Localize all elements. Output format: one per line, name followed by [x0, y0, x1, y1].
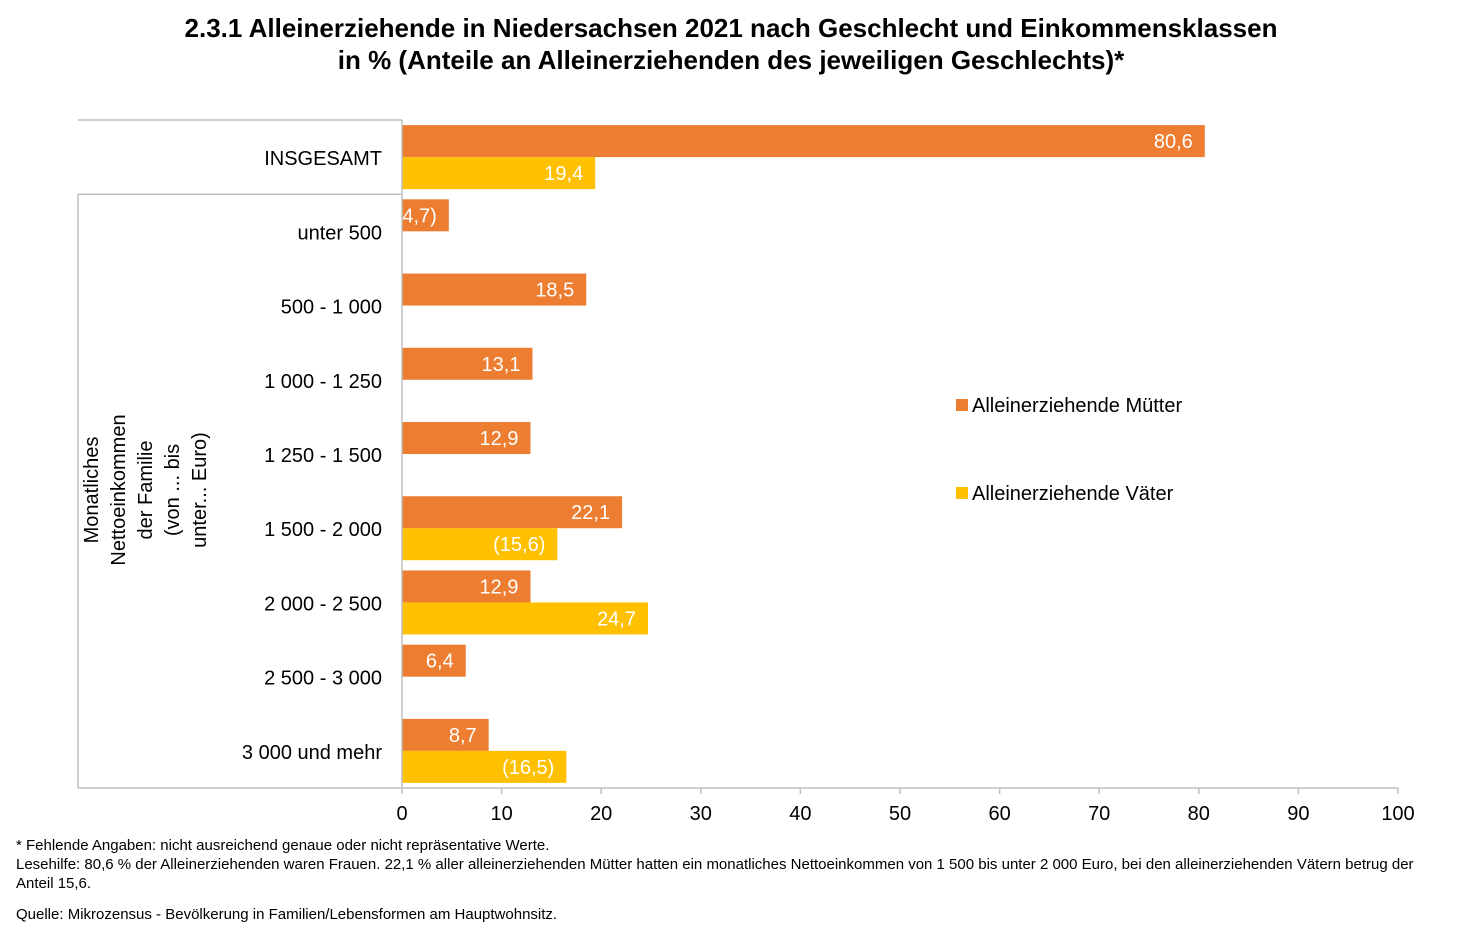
footnotes: * Fehlende Angaben: nicht ausreichend ge…: [16, 836, 1436, 924]
data-label-mothers-8: 8,7: [449, 725, 477, 747]
category-label-7: 2 500 - 3 000: [264, 668, 382, 690]
bar-fathers-6: [402, 602, 649, 635]
data-label-mothers-1: (4,7): [396, 205, 437, 227]
bar-fathers-5: [402, 528, 558, 561]
x-tick-label-60: 60: [988, 803, 1010, 825]
data-label-mothers-3: 13,1: [482, 354, 521, 376]
category-label-6: 2 000 - 2 500: [264, 593, 382, 615]
x-tick-label-90: 90: [1287, 803, 1309, 825]
category-label-8: 3 000 und mehr: [242, 742, 382, 764]
chart-title-line-1: 2.3.1 Alleinerziehende in Niedersachsen …: [184, 13, 1278, 43]
data-label-mothers-2: 18,5: [535, 280, 574, 302]
chart-title-line-2: in % (Anteile an Alleinerziehenden des j…: [337, 45, 1125, 75]
x-tick-label-50: 50: [889, 803, 911, 825]
data-label-mothers-7: 6,4: [426, 651, 454, 673]
footnote-missing-values: * Fehlende Angaben: nicht ausreichend ge…: [16, 837, 550, 854]
bar-chart: 80,6 (4,7) 18,5 13,1 12,9 22,1 12,9 6,4 8,7 19,4 (…: [77, 119, 1415, 825]
x-tick-label-0: 0: [396, 803, 407, 825]
y-group-label-line-0: Monatliches: [81, 437, 103, 544]
x-tick-label-80: 80: [1188, 803, 1210, 825]
y-group-label-line-2: der Familie: [135, 441, 157, 540]
legend-swatch-mothers: [956, 399, 968, 411]
data-label-fathers-5: (15,6): [493, 534, 545, 556]
footnote-reading-aid: Lesehilfe: 80,6 % der Alleinerziehenden …: [16, 856, 1414, 892]
category-label-2: 500 - 1 000: [281, 297, 382, 319]
data-label-mothers-0: 80,6: [1154, 131, 1193, 153]
data-label-mothers-5: 22,1: [571, 502, 610, 524]
bar-mothers-8: [402, 718, 489, 751]
data-label-mothers-4: 12,9: [480, 428, 519, 450]
y-group-label: Monatliches Nettoeinkommen der Familie (von…: [81, 414, 211, 565]
bar-mothers-7: [402, 644, 466, 677]
x-tick-label-10: 10: [490, 803, 512, 825]
legend-label-fathers: Alleinerziehende Väter: [972, 483, 1174, 505]
bar-mothers-6: [402, 570, 531, 603]
y-group-label-line-4: unter... Euro): [189, 432, 211, 548]
x-tick-label-70: 70: [1088, 803, 1110, 825]
category-label-3: 1 000 - 1 250: [264, 371, 382, 393]
x-tick-label-100: 100: [1381, 803, 1414, 825]
legend-label-mothers: Alleinerziehende Mütter: [972, 395, 1182, 417]
x-tick-label-20: 20: [590, 803, 612, 825]
bar-fathers-0: [402, 157, 596, 190]
footnote-source: Quelle: Mikrozensus - Bevölkerung in Fam…: [16, 906, 558, 923]
bar-mothers-1: [402, 199, 449, 232]
y-group-label-line-1: Nettoeinkommen: [108, 414, 130, 565]
data-label-fathers-0: 19,4: [544, 163, 583, 185]
x-tick-label-40: 40: [789, 803, 811, 825]
category-label-4: 1 250 - 1 500: [264, 445, 382, 467]
y-group-label-line-3: (von ... bis: [162, 444, 184, 536]
category-label-0: INSGESAMT: [264, 148, 382, 170]
chart-title: 2.3.1 Alleinerziehende in Niedersachsen …: [0, 12, 1462, 76]
bar-mothers-3: [402, 347, 533, 380]
data-label-fathers-6: 24,7: [597, 608, 636, 630]
bar-mothers-4: [402, 422, 531, 454]
legend-swatch-fathers: [956, 487, 968, 499]
bar-mothers-5: [402, 496, 623, 529]
x-tick-label-30: 30: [690, 803, 712, 825]
bar-mothers-0: [402, 125, 1205, 158]
bar-mothers-2: [402, 273, 587, 306]
data-label-mothers-6: 12,9: [480, 576, 519, 598]
data-label-fathers-8: (16,5): [502, 757, 554, 779]
category-label-5: 1 500 - 2 000: [264, 519, 382, 541]
category-label-1: unter 500: [297, 222, 382, 244]
bar-fathers-8: [402, 750, 567, 783]
